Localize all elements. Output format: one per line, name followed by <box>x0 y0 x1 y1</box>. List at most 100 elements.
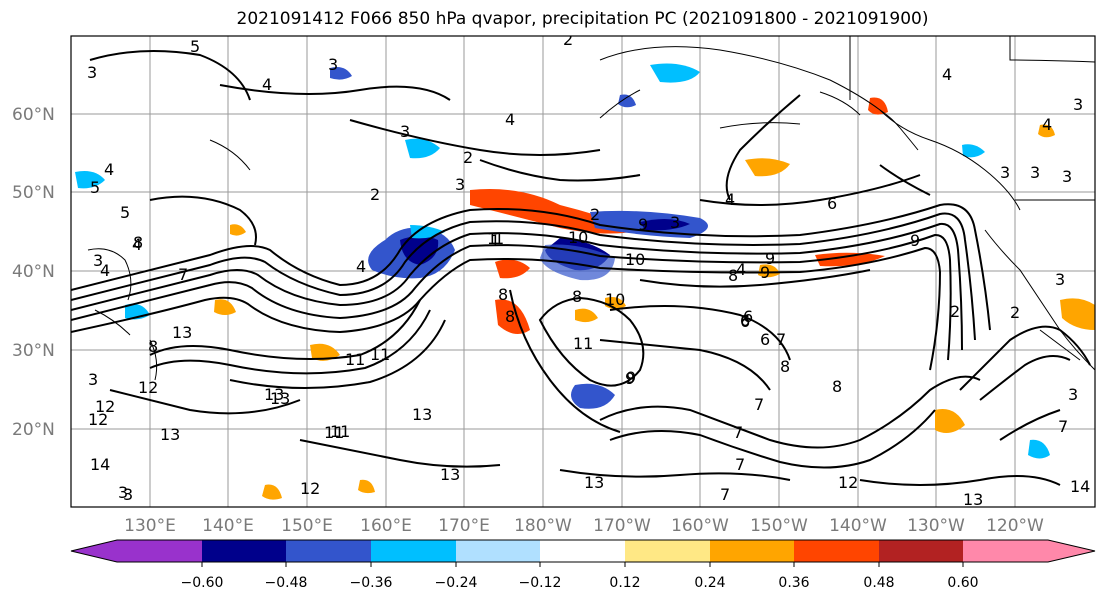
contour-label: 2 <box>950 302 960 321</box>
contour-label: 3 <box>118 483 128 502</box>
lat-label-30n: 30°N <box>12 341 55 361</box>
colorbar-segment <box>456 540 540 562</box>
lon-label-140e: 140°E <box>202 516 254 536</box>
contour-label: 2 <box>370 185 380 204</box>
colorbar-segment <box>286 540 371 562</box>
contour-label: 3 <box>1000 163 1010 182</box>
lat-label-40n: 40°N <box>12 262 55 282</box>
contour-label: 6 <box>743 307 753 326</box>
lon-label-130e: 130°E <box>124 516 176 536</box>
contour-label: 7 <box>776 330 786 349</box>
contour-label: 6 <box>740 311 750 330</box>
contour-label: 7 <box>720 485 730 504</box>
contour-label: 8 <box>572 287 582 306</box>
contour-label: 12 <box>88 410 108 429</box>
contour-label: 4 <box>100 261 110 280</box>
colorbar-tick-label: 0.60 <box>947 575 978 591</box>
colorbar-tick-label: −0.24 <box>435 575 478 591</box>
contour-label: 3 <box>1030 163 1040 182</box>
contour-label: 4 <box>262 75 272 94</box>
contour-label: 5 <box>190 37 200 56</box>
contour-label: 4 <box>356 257 366 276</box>
contour-label: 7 <box>178 265 188 284</box>
contour-label: 2 <box>563 30 573 49</box>
contour-label: 12 <box>300 479 320 498</box>
contour-label: 3 <box>93 251 103 270</box>
contour-label: 13 <box>172 323 192 342</box>
contour-label: 13 <box>264 385 284 404</box>
map-frame <box>70 35 1096 508</box>
colorbar-segment <box>540 540 625 562</box>
contour-label: 7 <box>735 455 745 474</box>
colorbar-segment <box>202 540 286 562</box>
lon-label-170e: 170°E <box>438 516 490 536</box>
contour-label: 14 <box>1070 477 1090 496</box>
contour-label: 3 <box>1055 270 1065 289</box>
contour-label: 11 <box>345 350 365 369</box>
colorbar-tick-label: 0.36 <box>778 575 809 591</box>
colorbar-tick-label: −0.36 <box>350 575 393 591</box>
lon-label-120w: 120°W <box>986 516 1044 536</box>
contour-label: 1 <box>487 229 497 248</box>
contour-label: 10 <box>605 290 625 309</box>
contour-label: 6 <box>740 312 750 331</box>
contour-label: 3 <box>400 122 410 141</box>
contour-label: 13 <box>412 405 432 424</box>
colorbar-tick-label: −0.48 <box>265 575 308 591</box>
contour-label: 4 <box>725 190 735 209</box>
contour-label: 3 <box>87 63 97 82</box>
lon-label-170w: 170°W <box>593 516 651 536</box>
colorbar-segment <box>710 540 794 562</box>
map-title: 2021091412 F066 850 hPa qvapor, precipit… <box>236 9 929 29</box>
contour-label: 3 <box>455 175 465 194</box>
contour-label: 9 <box>765 249 775 268</box>
contour-label: 3 <box>1073 95 1083 114</box>
contour-label: 10 <box>625 250 645 269</box>
lon-label-140w: 140°W <box>829 516 887 536</box>
colorbar-segment <box>794 540 879 562</box>
contour-label: 12 <box>95 397 115 416</box>
contour-label: 6 <box>827 194 837 213</box>
colorbar-segment <box>963 540 1048 562</box>
contour-label: 4 <box>736 260 746 279</box>
contour-label: 8 <box>133 233 143 252</box>
lon-label-160e: 160°E <box>360 516 412 536</box>
contour-label: 3 <box>123 485 133 504</box>
contour-label: 8 <box>832 377 842 396</box>
lat-label-60n: 60°N <box>12 105 55 125</box>
colorbar: −0.60 −0.48 −0.36 −0.24 −0.12 0.12 0.24 0.36 0.4… <box>70 539 1096 591</box>
map-panel: 5 3 4 3 4 4 3 2 2 3 2 4 5 6 3 4 2 3 3 4 … <box>70 30 1096 509</box>
contour-label: 12 <box>838 473 858 492</box>
colorbar-segment <box>117 540 202 562</box>
contour-label: 4 <box>505 110 515 129</box>
lat-label-20n: 20°N <box>12 420 55 440</box>
contour-label: 5 <box>120 203 130 222</box>
contour-label: 8 <box>148 337 158 356</box>
contour-label: 11 <box>330 422 350 441</box>
colorbar-tick-label: −0.60 <box>181 575 224 591</box>
contour-label: 13 <box>270 389 290 408</box>
contour-label: 8 <box>505 307 515 326</box>
contour-label: 9 <box>638 215 648 234</box>
contour-label: 1 <box>494 229 504 248</box>
contour-label: 11 <box>370 345 390 364</box>
colorbar-segment <box>71 540 117 562</box>
colorbar-outline <box>70 539 1096 563</box>
longitude-labels: 130°E 140°E 150°E 160°E 170°E 180°W 170°… <box>124 516 1044 536</box>
contour-label: 13 <box>584 473 604 492</box>
contour-label: 13 <box>963 490 983 509</box>
contour-label: 7 <box>1058 417 1068 436</box>
contour-label: 6 <box>760 330 770 349</box>
lat-label-50n: 50°N <box>12 183 55 203</box>
colorbar-segment <box>625 540 710 562</box>
contour-label: 8 <box>780 357 790 376</box>
contour-label: 2 <box>463 148 473 167</box>
contour-label: 13 <box>440 465 460 484</box>
lon-label-150w: 150°W <box>750 516 808 536</box>
contour-label: 4 <box>1042 115 1052 134</box>
contour-label: 3 <box>88 370 98 389</box>
lon-label-150e: 150°E <box>281 516 333 536</box>
colorbar-tick-label: 0.48 <box>863 575 894 591</box>
colorbar-tick-label: −0.12 <box>519 575 562 591</box>
contour-label: 7 <box>733 423 743 442</box>
